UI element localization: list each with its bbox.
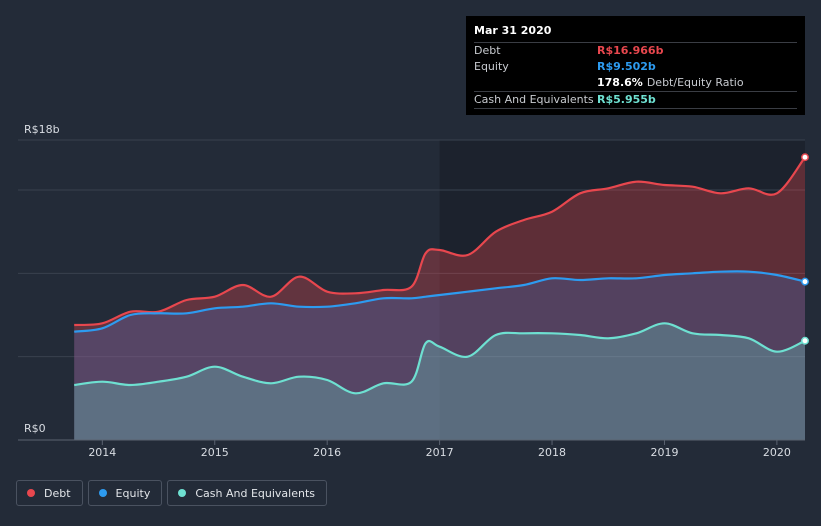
line-cash [74,322,806,395]
x-tick-label-2014: 2014 [88,446,116,459]
line-equity [74,270,806,333]
tooltip-ratio-spacer [474,75,597,91]
tooltip-ratio-value: 178.6% [597,76,643,89]
tooltip-row-ratio: 178.6% Debt/Equity Ratio [474,75,797,91]
chart-legend: Debt Equity Cash And Equivalents [16,480,332,506]
x-tick-label-2017: 2017 [426,446,454,459]
line-debt [74,156,806,327]
tooltip-equity-label: Equity [474,60,509,73]
legend-item-cash[interactable]: Cash And Equivalents [167,480,327,506]
tooltip-row-cash: Cash And Equivalents R$5.955b [474,91,797,109]
y-axis-max-label: R$18b [24,123,60,136]
legend-equity-dot [98,489,107,497]
x-tick-label-2020: 2020 [763,446,791,459]
y-axis-min-label: R$0 [24,422,46,435]
end-marker-debt [801,153,809,162]
legend-cash-dot [178,489,187,497]
end-marker-cash [801,336,809,345]
tooltip-cash-label: Cash And Equivalents [474,93,594,106]
x-tick-label-2019: 2019 [650,446,678,459]
area-debt [74,157,805,440]
area-cash [74,323,805,440]
tooltip-debt-value: R$16.966b [597,44,664,57]
tooltip-date: Mar 31 2020 [474,24,552,37]
tooltip-row-debt: Debt R$16.966b [474,42,797,59]
tooltip-row-equity: Equity R$9.502b [474,59,797,75]
tooltip-ratio-label: Debt/Equity Ratio [646,76,744,89]
area-equity [74,271,805,440]
x-tick-label-2018: 2018 [538,446,566,459]
x-tick-label-2015: 2015 [201,446,229,459]
legend-equity-label: Equity [115,486,151,500]
hover-tooltip: Mar 31 2020 Debt R$16.966b Equity R$9.50… [466,16,805,115]
legend-debt-dot [27,489,35,497]
tooltip-equity-value: R$9.502b [597,60,656,73]
tooltip-cash-value: R$5.955b [597,93,656,106]
legend-item-debt[interactable]: Debt [16,480,83,506]
x-tick-label-2016: 2016 [313,446,341,459]
end-marker-equity [801,277,809,286]
legend-cash-label: Cash And Equivalents [195,486,315,500]
legend-debt-label: Debt [44,486,71,500]
tooltip-debt-label: Debt [474,44,501,57]
legend-item-equity[interactable]: Equity [87,480,163,506]
